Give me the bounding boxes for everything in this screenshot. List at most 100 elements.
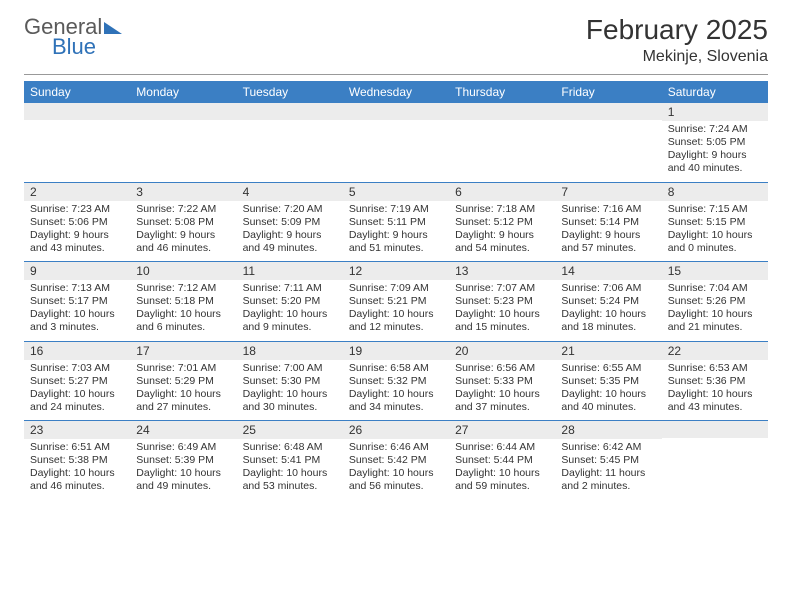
sunrise-text: Sunrise: 7:13 AM [30,282,124,295]
day-body: Sunrise: 6:49 AMSunset: 5:39 PMDaylight:… [130,439,236,500]
sunset-text: Sunset: 5:29 PM [136,375,230,388]
day-cell: 10Sunrise: 7:12 AMSunset: 5:18 PMDayligh… [130,262,236,342]
sunset-text: Sunset: 5:30 PM [243,375,337,388]
sunset-text: Sunset: 5:44 PM [455,454,549,467]
sunrise-text: Sunrise: 6:44 AM [455,441,549,454]
date-number: 27 [449,421,555,439]
month-title: February 2025 [586,14,768,46]
sunrise-text: Sunrise: 6:42 AM [561,441,655,454]
sunrise-text: Sunrise: 7:16 AM [561,203,655,216]
date-number: 14 [555,262,661,280]
day-cell: 26Sunrise: 6:46 AMSunset: 5:42 PMDayligh… [343,421,449,500]
day-body: Sunrise: 7:18 AMSunset: 5:12 PMDaylight:… [449,201,555,262]
day-body [555,120,661,180]
daylight-text: Daylight: 10 hours and 6 minutes. [136,308,230,334]
daylight-text: Daylight: 9 hours and 51 minutes. [349,229,443,255]
day-body: Sunrise: 6:44 AMSunset: 5:44 PMDaylight:… [449,439,555,500]
sunrise-text: Sunrise: 7:09 AM [349,282,443,295]
daylight-text: Daylight: 10 hours and 12 minutes. [349,308,443,334]
date-number: 24 [130,421,236,439]
date-number: 9 [24,262,130,280]
sunset-text: Sunset: 5:32 PM [349,375,443,388]
daylight-text: Daylight: 10 hours and 9 minutes. [243,308,337,334]
daylight-text: Daylight: 10 hours and 59 minutes. [455,467,549,493]
day-cell: 17Sunrise: 7:01 AMSunset: 5:29 PMDayligh… [130,341,236,421]
daylight-text: Daylight: 10 hours and 46 minutes. [30,467,124,493]
daylight-text: Daylight: 10 hours and 37 minutes. [455,388,549,414]
sunrise-text: Sunrise: 7:22 AM [136,203,230,216]
daylight-text: Daylight: 9 hours and 57 minutes. [561,229,655,255]
date-number: 11 [237,262,343,280]
date-number: 3 [130,183,236,201]
date-number: 1 [662,103,768,121]
day-cell: 16Sunrise: 7:03 AMSunset: 5:27 PMDayligh… [24,341,130,421]
sunset-text: Sunset: 5:05 PM [668,136,762,149]
daylight-text: Daylight: 10 hours and 18 minutes. [561,308,655,334]
calendar-week-row: 9Sunrise: 7:13 AMSunset: 5:17 PMDaylight… [24,262,768,342]
day-header-sun: Sunday [24,81,130,103]
date-number: 25 [237,421,343,439]
daylight-text: Daylight: 10 hours and 34 minutes. [349,388,443,414]
day-cell: 24Sunrise: 6:49 AMSunset: 5:39 PMDayligh… [130,421,236,500]
calendar-week-row: 16Sunrise: 7:03 AMSunset: 5:27 PMDayligh… [24,341,768,421]
day-body: Sunrise: 7:09 AMSunset: 5:21 PMDaylight:… [343,280,449,341]
daylight-text: Daylight: 9 hours and 54 minutes. [455,229,549,255]
date-number [130,103,236,120]
sunrise-text: Sunrise: 7:01 AM [136,362,230,375]
daylight-text: Daylight: 10 hours and 56 minutes. [349,467,443,493]
sunset-text: Sunset: 5:36 PM [668,375,762,388]
day-body: Sunrise: 7:06 AMSunset: 5:24 PMDaylight:… [555,280,661,341]
date-number [237,103,343,120]
day-cell: 25Sunrise: 6:48 AMSunset: 5:41 PMDayligh… [237,421,343,500]
day-body: Sunrise: 6:58 AMSunset: 5:32 PMDaylight:… [343,360,449,421]
daylight-text: Daylight: 10 hours and 43 minutes. [668,388,762,414]
sunset-text: Sunset: 5:42 PM [349,454,443,467]
day-body [24,120,130,180]
sunset-text: Sunset: 5:14 PM [561,216,655,229]
date-number [662,421,768,438]
sunrise-text: Sunrise: 7:18 AM [455,203,549,216]
calendar-week-row: 2Sunrise: 7:23 AMSunset: 5:06 PMDaylight… [24,182,768,262]
day-cell: 15Sunrise: 7:04 AMSunset: 5:26 PMDayligh… [662,262,768,342]
sunset-text: Sunset: 5:09 PM [243,216,337,229]
date-number: 20 [449,342,555,360]
daylight-text: Daylight: 9 hours and 40 minutes. [668,149,762,175]
day-cell: 1Sunrise: 7:24 AMSunset: 5:05 PMDaylight… [662,103,768,182]
sunrise-text: Sunrise: 7:15 AM [668,203,762,216]
day-body: Sunrise: 7:20 AMSunset: 5:09 PMDaylight:… [237,201,343,262]
day-cell [555,103,661,182]
date-number: 6 [449,183,555,201]
sunset-text: Sunset: 5:33 PM [455,375,549,388]
date-number: 19 [343,342,449,360]
calendar-week-row: 23Sunrise: 6:51 AMSunset: 5:38 PMDayligh… [24,421,768,500]
date-number: 21 [555,342,661,360]
day-body [662,438,768,498]
title-block: February 2025 Mekinje, Slovenia [586,14,768,66]
sunset-text: Sunset: 5:24 PM [561,295,655,308]
day-body: Sunrise: 7:16 AMSunset: 5:14 PMDaylight:… [555,201,661,262]
calendar-week-row: 1Sunrise: 7:24 AMSunset: 5:05 PMDaylight… [24,103,768,182]
date-number: 5 [343,183,449,201]
sunrise-text: Sunrise: 7:04 AM [668,282,762,295]
day-cell [130,103,236,182]
day-body: Sunrise: 7:13 AMSunset: 5:17 PMDaylight:… [24,280,130,341]
day-body: Sunrise: 6:51 AMSunset: 5:38 PMDaylight:… [24,439,130,500]
date-number: 26 [343,421,449,439]
date-number: 23 [24,421,130,439]
date-number: 28 [555,421,661,439]
day-cell [24,103,130,182]
calendar-table: Sunday Monday Tuesday Wednesday Thursday… [24,81,768,500]
day-cell: 7Sunrise: 7:16 AMSunset: 5:14 PMDaylight… [555,182,661,262]
daylight-text: Daylight: 10 hours and 49 minutes. [136,467,230,493]
sunset-text: Sunset: 5:35 PM [561,375,655,388]
day-body [237,120,343,180]
day-body: Sunrise: 6:48 AMSunset: 5:41 PMDaylight:… [237,439,343,500]
day-cell [662,421,768,500]
day-cell: 6Sunrise: 7:18 AMSunset: 5:12 PMDaylight… [449,182,555,262]
sunrise-text: Sunrise: 6:49 AM [136,441,230,454]
day-cell: 23Sunrise: 6:51 AMSunset: 5:38 PMDayligh… [24,421,130,500]
day-body: Sunrise: 6:53 AMSunset: 5:36 PMDaylight:… [662,360,768,421]
day-body: Sunrise: 7:00 AMSunset: 5:30 PMDaylight:… [237,360,343,421]
daylight-text: Daylight: 10 hours and 0 minutes. [668,229,762,255]
date-number: 8 [662,183,768,201]
